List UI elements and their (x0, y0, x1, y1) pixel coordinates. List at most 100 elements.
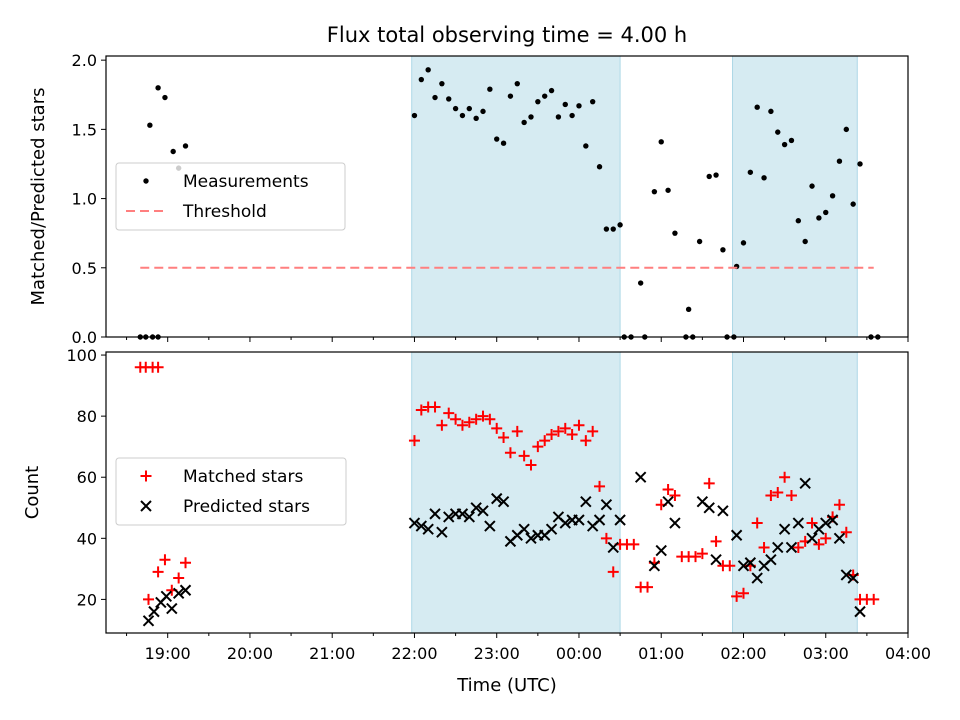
matched-point (142, 593, 154, 605)
series-predicted-stars (142, 471, 866, 627)
matched-point (703, 477, 715, 489)
y-tick-label: 20 (77, 590, 97, 609)
x-tick-label: 21:00 (309, 644, 355, 663)
predicted-point (436, 526, 448, 538)
predicted-point (160, 590, 173, 603)
matched-point (152, 566, 164, 578)
matched-point (813, 538, 825, 550)
legend-label: Threshold (182, 202, 267, 222)
measurement-point (829, 193, 836, 199)
measurement-point (823, 209, 829, 216)
measurement-point (569, 112, 575, 119)
measurement-point (583, 143, 589, 149)
matched-point (758, 541, 770, 553)
matched-point (731, 590, 743, 602)
measurement-point (809, 183, 815, 189)
measurement-point (672, 230, 678, 236)
x-tick-label: 23:00 (474, 644, 520, 663)
measurement-point (147, 122, 153, 128)
measurement-point (411, 112, 418, 119)
predicted-point (840, 569, 853, 581)
legend-box (115, 162, 346, 231)
predicted-point (655, 544, 667, 557)
measurement-point (548, 87, 555, 94)
y-tick-label: 2.0 (72, 51, 97, 70)
matched-point (504, 447, 516, 459)
measurement-point (432, 94, 438, 101)
legend-matched-marker (140, 470, 152, 482)
shaded-interval (732, 351, 858, 634)
x-tick-label: 02:00 (720, 644, 766, 663)
predicted-point (497, 495, 510, 508)
measurement-point (816, 215, 822, 221)
predicted-point (484, 520, 496, 532)
measurement-point (542, 93, 548, 99)
measurement-point (651, 188, 658, 195)
predicted-point (662, 495, 674, 508)
matched-point (765, 490, 777, 502)
predicted-point (751, 572, 763, 584)
top-panel: 0.0 0.5 1.0 1.5 2.0 Matched/Predicted stars Me… (28, 51, 909, 347)
matched-point (662, 483, 674, 495)
predicted-point (614, 514, 626, 526)
matched-point (868, 593, 880, 605)
matched-point (628, 538, 640, 550)
y-tick-label: 100 (66, 346, 97, 365)
measurement-point (514, 80, 520, 87)
matched-point (415, 404, 427, 416)
predicted-point (772, 541, 784, 554)
matched-point (525, 459, 537, 471)
matched-point (573, 419, 585, 431)
y-tick-label: 40 (77, 529, 97, 548)
predicted-point (580, 495, 592, 508)
predicted-point (799, 477, 811, 490)
x-axis-label: Time (UTC) (456, 675, 557, 696)
legend-predicted-marker (140, 500, 152, 512)
measurement-point (747, 169, 754, 175)
measurement-point (170, 148, 176, 155)
chart-title: Flux total observing time = 4.00 h (327, 23, 687, 47)
matched-point (559, 422, 571, 434)
measurement-point (802, 238, 808, 245)
matched-point (737, 587, 749, 599)
matched-point (152, 361, 164, 373)
measurement-point (740, 240, 747, 246)
measurement-point (425, 67, 431, 73)
matched-point (587, 425, 599, 437)
matched-point (724, 560, 736, 572)
measurement-point (439, 80, 445, 87)
matched-point (532, 441, 544, 453)
predicted-point (179, 584, 192, 596)
measurement-point (452, 105, 459, 112)
y-tick-label: 1.0 (72, 190, 97, 209)
predicted-point (593, 514, 606, 526)
predicted-point (634, 471, 647, 483)
predicted-point (525, 532, 537, 545)
measurement-point (494, 136, 500, 142)
measurement-point (521, 119, 527, 126)
legend-label: Measurements (183, 172, 309, 192)
matched-point (552, 425, 564, 437)
predicted-point (518, 523, 530, 535)
y-tick-label: 0.5 (72, 259, 97, 278)
matched-point (833, 499, 845, 511)
measurement-point (162, 94, 168, 101)
x-tick-label: 00:00 (556, 644, 602, 663)
x-tick-label: 01:00 (638, 644, 684, 663)
predicted-point (717, 505, 729, 517)
matched-point (408, 435, 420, 447)
measurement-point (761, 175, 767, 181)
measurement-point (795, 218, 802, 224)
measurement-point (603, 226, 610, 232)
predicted-point (785, 541, 798, 554)
predicted-point (820, 517, 832, 529)
predicted-point (429, 508, 441, 520)
matched-point (518, 450, 530, 462)
matched-point (566, 428, 578, 440)
matched-point (669, 490, 681, 502)
matched-point (511, 425, 523, 437)
predicted-point (422, 523, 434, 535)
measurement-point (775, 129, 781, 135)
measurement-point (850, 201, 856, 207)
matched-point (173, 572, 185, 584)
